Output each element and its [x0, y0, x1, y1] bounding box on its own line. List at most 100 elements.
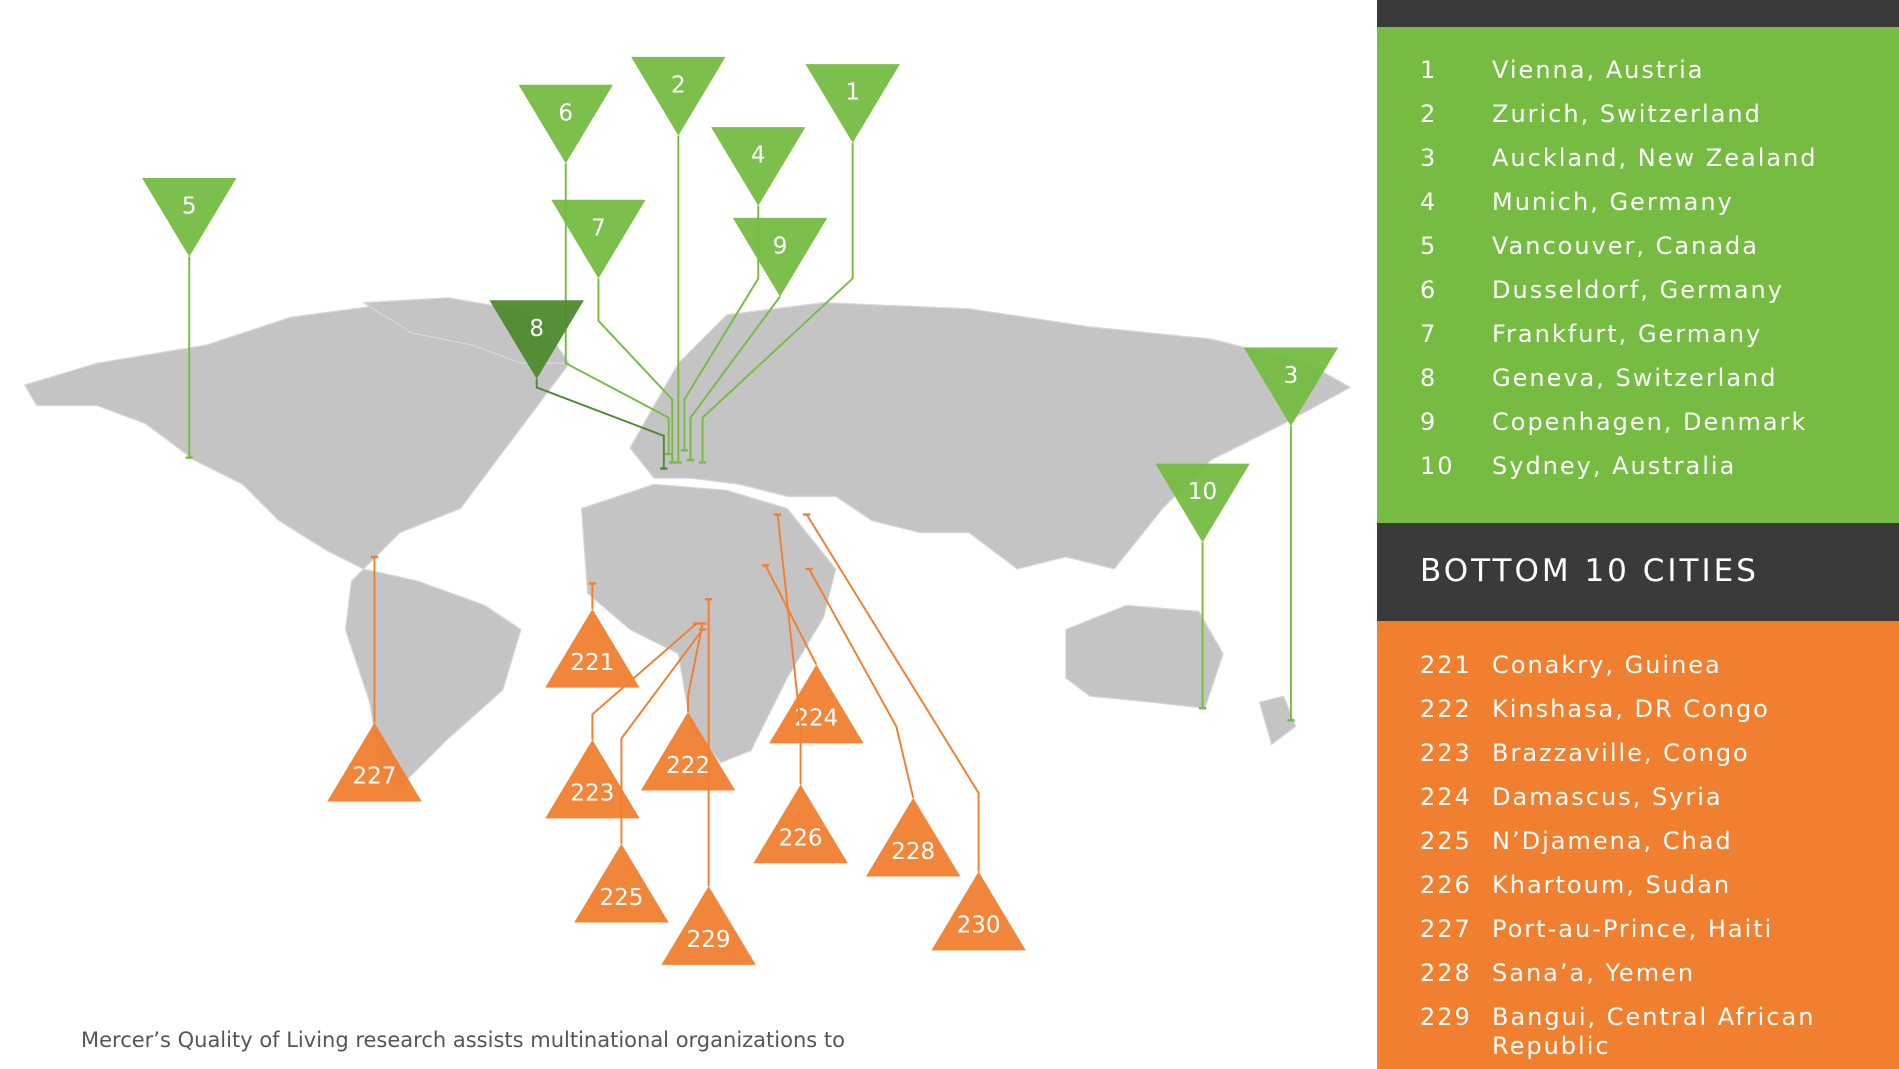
leader-line: [535, 378, 665, 469]
city-city: Auckland, New Zealand: [1492, 144, 1818, 172]
leader-line: [808, 568, 915, 799]
top-cities-panel: 1 Vienna, Austria 2 Zurich, Switzerland 3 Auc…: [1377, 27, 1899, 523]
city-rank: 227: [1420, 915, 1472, 943]
marker-triangle: [732, 217, 828, 297]
marker-label: 226: [779, 825, 823, 851]
city-row: 222 Kinshasa, DR Congo: [1420, 695, 1899, 724]
city-city: Brazzaville, Congo: [1492, 739, 1750, 767]
city-rank: 7: [1420, 320, 1438, 348]
marker: 222: [640, 622, 736, 791]
city-city: Geneva, Switzerland: [1492, 364, 1778, 392]
leader-line: [620, 628, 704, 844]
city-row: 7 Frankfurt, Germany: [1420, 320, 1899, 349]
marker-label: 224: [794, 706, 838, 732]
city-rank: 5: [1420, 232, 1438, 260]
marker-triangle: [631, 56, 726, 136]
marker-triangle: [865, 797, 961, 877]
marker-label: 229: [687, 927, 731, 953]
leader-line: [764, 564, 818, 666]
city-rank: 4: [1420, 188, 1438, 216]
city-row: 223 Brazzaville, Congo: [1420, 739, 1899, 768]
marker: 1: [698, 64, 900, 464]
city-row: 6 Dusseldorf, Germany: [1420, 276, 1899, 305]
markers: 1 2 3 4 5 6 7 8 9 10 221 222 223 224 225 226 227 228 229 23…: [142, 56, 1339, 965]
city-city: Copenhagen, Denmark: [1492, 408, 1808, 436]
marker: 10: [1155, 463, 1250, 710]
marker-triangle: [545, 739, 640, 819]
bottom-title: BOTTOM 10 CITIES: [1377, 523, 1899, 621]
city-city: N’Djamena, Chad: [1492, 827, 1733, 855]
city-row: 229 Bangui, Central African Republic: [1420, 1003, 1899, 1061]
marker-label: 227: [353, 764, 397, 790]
marker-label: 223: [570, 781, 614, 807]
panel-header-bar: [1377, 0, 1899, 27]
city-rank: 229: [1420, 1003, 1472, 1031]
city-city: Sydney, Australia: [1492, 452, 1737, 480]
bottom-cities-panel: 221 Conakry, Guinea 222 Kinshasa, DR Congo 2…: [1377, 621, 1899, 1069]
marker: 7: [551, 199, 676, 464]
leader-line: [687, 623, 704, 712]
city-row: 226 Khartoum, Sudan: [1420, 871, 1899, 900]
city-rank: 222: [1420, 695, 1472, 723]
marker-triangle: [711, 127, 806, 206]
marker: 5: [142, 177, 237, 459]
city-rank: 9: [1420, 408, 1438, 436]
marker-label: 1: [845, 80, 860, 106]
marker: 226: [753, 513, 848, 864]
city-rank: 3: [1420, 144, 1438, 172]
marker: 6: [518, 84, 673, 456]
leader-line: [701, 142, 854, 463]
city-row: 2 Zurich, Switzerland: [1420, 100, 1899, 129]
marker-label: 230: [957, 913, 1001, 939]
marker-triangle: [931, 871, 1026, 951]
marker-label: 6: [558, 100, 573, 126]
marker-label: 9: [773, 233, 788, 259]
marker-triangle: [640, 711, 736, 791]
marker-triangle: [769, 664, 864, 744]
marker-label: 225: [599, 885, 643, 911]
city-city: Dusseldorf, Germany: [1492, 276, 1784, 304]
city-city: Bangui, Central African Republic: [1492, 1003, 1816, 1060]
city-city: Sana’a, Yemen: [1492, 959, 1696, 987]
marker-label: 3: [1284, 363, 1299, 389]
leader-line: [597, 278, 674, 463]
city-row: 3 Auckland, New Zealand: [1420, 144, 1899, 173]
marker-label: 222: [666, 753, 710, 779]
marker: 8: [489, 300, 668, 470]
leader-line: [805, 514, 980, 872]
city-row: 224 Damascus, Syria: [1420, 783, 1899, 812]
marker: 227: [327, 555, 422, 802]
marker-label: 2: [671, 72, 686, 98]
marker: 225: [574, 628, 707, 923]
city-rank: 224: [1420, 783, 1472, 811]
city-rank: 10: [1420, 452, 1455, 480]
city-rank: 6: [1420, 276, 1438, 304]
city-rank: 226: [1420, 871, 1472, 899]
city-row: 1 Vienna, Austria: [1420, 56, 1899, 85]
city-rank: 2: [1420, 100, 1438, 128]
marker-triangle: [142, 177, 237, 257]
marker-label: 228: [891, 839, 935, 865]
city-city: Khartoum, Sudan: [1492, 871, 1732, 899]
city-city: Vancouver, Canada: [1492, 232, 1759, 260]
marker-label: 10: [1188, 479, 1217, 505]
marker: 2: [631, 56, 726, 464]
city-city: Conakry, Guinea: [1492, 651, 1722, 679]
city-city: Port-au-Prince, Haiti: [1492, 915, 1774, 943]
city-row: 4 Munich, Germany: [1420, 188, 1899, 217]
marker-triangle: [518, 84, 613, 164]
city-city: Munich, Germany: [1492, 188, 1734, 216]
city-city: Zurich, Switzerland: [1492, 100, 1762, 128]
city-row: 221 Conakry, Guinea: [1420, 651, 1899, 680]
marker-triangle: [489, 300, 584, 379]
marker-triangle: [1243, 347, 1339, 427]
caption: Mercer’s Quality of Living research assi…: [81, 1028, 845, 1052]
city-rank: 223: [1420, 739, 1472, 767]
world-map: 1 2 3 4 5 6 7 8 9 10 221 222 223 224 225 226 227 228 229 23…: [23, 56, 1352, 965]
city-row: 10 Sydney, Australia: [1420, 452, 1899, 481]
city-rank: 228: [1420, 959, 1472, 987]
marker-label: 8: [529, 316, 544, 342]
marker-triangle: [327, 722, 422, 802]
city-city: Damascus, Syria: [1492, 783, 1723, 811]
